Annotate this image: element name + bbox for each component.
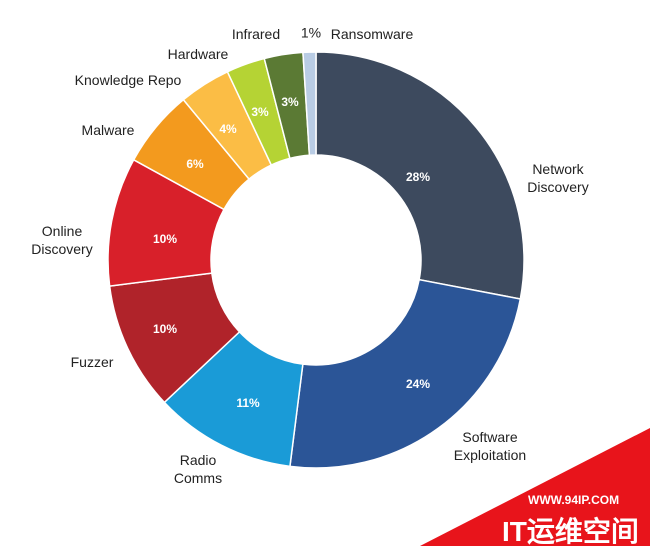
value-label: 10%	[153, 322, 177, 336]
category-label: Network Discovery	[527, 161, 589, 195]
category-label: Infrared	[231, 26, 281, 42]
category-label: Ransomware	[330, 26, 414, 42]
value-label: 28%	[406, 170, 430, 184]
watermark-url: WWW.94IP.COM	[528, 493, 620, 507]
value-label: 3%	[251, 105, 269, 119]
slice	[315, 51, 525, 300]
category-label: Software Exploitation	[453, 429, 527, 463]
value-label: 3%	[281, 95, 299, 109]
watermark-bg	[420, 428, 650, 546]
value-label: 6%	[186, 157, 204, 171]
value-label: 1%	[301, 25, 321, 41]
category-label: Knowledge Repo	[74, 72, 182, 88]
category-label: Online Discovery	[31, 223, 93, 257]
value-label: 24%	[406, 377, 430, 391]
category-label: Hardware	[167, 46, 229, 62]
value-label: 11%	[236, 396, 260, 410]
value-label: 10%	[153, 232, 177, 246]
category-label: Fuzzer	[70, 354, 114, 370]
slice	[302, 51, 317, 157]
slice	[289, 278, 522, 469]
value-label: 4%	[219, 122, 237, 136]
category-label: Radio Comms	[173, 452, 223, 486]
category-label: Malware	[81, 122, 135, 138]
watermark-text: IT运维空间	[502, 516, 639, 546]
